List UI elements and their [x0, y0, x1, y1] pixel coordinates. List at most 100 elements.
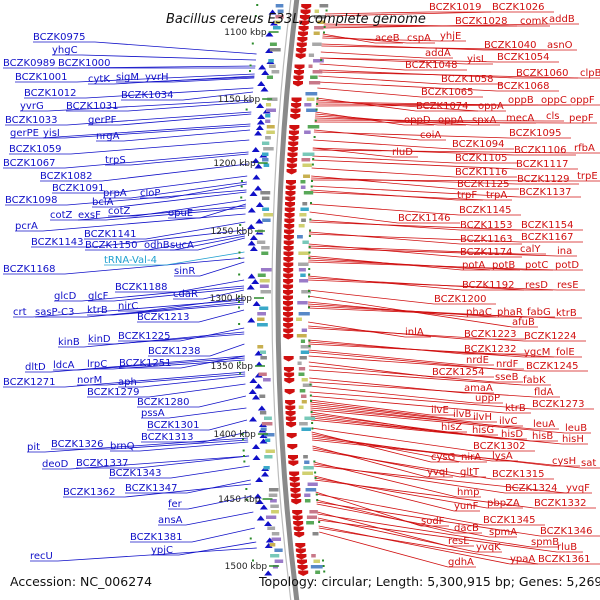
- leader-line: [308, 339, 465, 355]
- gene-label-cdar: cdaR: [173, 289, 198, 300]
- leader-line: [319, 531, 449, 568]
- genome-backbone-inner: [271, 0, 292, 600]
- tick-dot: [240, 185, 243, 188]
- feature-block: [300, 345, 311, 349]
- feature-block: [266, 125, 275, 129]
- leader-line: [309, 381, 535, 398]
- reverse-gene-arrow: [283, 306, 294, 312]
- feature-block: [268, 493, 278, 497]
- leader-line: [314, 119, 547, 122]
- gene-label-cotz: cotZ: [108, 206, 131, 217]
- leader-line: [64, 257, 245, 275]
- forward-gene-arrow: [254, 130, 263, 136]
- feature-block: [262, 158, 269, 162]
- gene-label-bczk1332: BCZK1332: [534, 498, 587, 509]
- gene-label-bczk1251: BCZK1251: [119, 358, 172, 369]
- feature-block: [298, 262, 309, 266]
- gene-label-trpf: trpF: [457, 190, 477, 201]
- feature-block: [304, 103, 312, 107]
- leader-line: [310, 409, 566, 434]
- gene-label-fole: folE: [556, 347, 575, 358]
- gene-label-bczk0975: BCZK0975: [33, 32, 86, 43]
- tick-dot: [311, 163, 314, 166]
- forward-gene-arrow: [265, 31, 274, 37]
- feature-block: [262, 218, 271, 222]
- reverse-gene-arrow: [297, 559, 308, 565]
- gene-label-bczk1000: BCZK1000: [58, 58, 111, 69]
- leader-line: [311, 427, 474, 452]
- leader-line: [208, 419, 248, 431]
- forward-gene-arrow: [253, 493, 262, 499]
- gene-label-bczk1315: BCZK1315: [492, 469, 545, 480]
- leader-line: [308, 349, 467, 366]
- feature-block: [271, 537, 282, 541]
- gene-label-hmp: hmp: [457, 487, 479, 498]
- leader-line: [41, 123, 251, 139]
- gene-label-lysa: lysA: [492, 451, 513, 462]
- leader-line: [117, 191, 247, 208]
- gene-label-bczk1028: BCZK1028: [455, 16, 508, 27]
- gene-label-resd: resD: [525, 280, 548, 291]
- forward-gene-arrow: [254, 185, 263, 191]
- forward-gene-arrow: [255, 218, 264, 224]
- feature-block: [298, 405, 304, 409]
- tick-dot: [314, 471, 317, 474]
- reverse-gene-arrow: [291, 103, 302, 109]
- forward-gene-arrow: [254, 350, 263, 356]
- leader-line: [148, 383, 246, 398]
- gene-label-bczk1054: BCZK1054: [497, 52, 550, 63]
- leader-line: [321, 43, 485, 51]
- reverse-gene-arrow: [291, 97, 302, 103]
- forward-gene-arrow: [261, 70, 270, 75]
- feature-block: [256, 323, 268, 327]
- gene-label-bczk1224: BCZK1224: [524, 331, 577, 342]
- forward-gene-arrow: [251, 279, 260, 284]
- feature-block: [304, 130, 311, 134]
- forward-gene-arrow: [261, 471, 270, 477]
- feature-block: [300, 185, 306, 189]
- gene-label-bczk1125: BCZK1125: [457, 179, 510, 190]
- leader-line: [313, 131, 510, 139]
- tick-dot: [310, 411, 313, 413]
- reverse-gene-arrow: [285, 400, 296, 406]
- feature-block: [260, 427, 267, 431]
- reverse-gene-arrow: [297, 565, 308, 571]
- tick-dot: [238, 251, 241, 254]
- reverse-gene-arrow: [287, 158, 298, 164]
- tick-dot: [316, 499, 319, 501]
- feature-block: [264, 416, 272, 420]
- leader-line: [311, 167, 456, 178]
- leader-line: [323, 23, 550, 29]
- reverse-gene-arrow: [294, 532, 305, 538]
- gene-label-comk: comK: [520, 16, 548, 27]
- feature-block: [274, 20, 280, 24]
- gene-label-leua: leuA: [533, 419, 555, 430]
- gene-label-hisb: hisB: [532, 431, 553, 442]
- gene-label-bczk1163: BCZK1163: [460, 234, 513, 245]
- feature-block: [265, 136, 271, 140]
- reverse-gene-arrow: [290, 493, 301, 499]
- gene-label-exsf: exsF: [78, 210, 101, 221]
- leader-line: [318, 75, 442, 85]
- feature-block: [300, 339, 306, 343]
- reverse-gene-arrow: [283, 356, 294, 362]
- feature-block: [299, 356, 307, 360]
- gene-label-rlud: rluD: [392, 147, 413, 158]
- forward-gene-arrow: [264, 521, 273, 526]
- feature-block: [298, 372, 305, 376]
- gene-label-bczk1137: BCZK1137: [519, 187, 572, 198]
- gene-label-spxa: spxA: [472, 115, 496, 126]
- feature-block: [261, 196, 270, 200]
- gene-label-leub: leuB: [565, 423, 587, 434]
- gene-label-fabg: fabG: [527, 307, 551, 318]
- forward-gene-arrow: [268, 9, 277, 15]
- gene-label-bczk1074: BCZK1074: [416, 101, 469, 112]
- leader-line: [308, 279, 558, 291]
- gene-label-bczk1343: BCZK1343: [109, 468, 162, 479]
- reverse-gene-arrow: [296, 554, 307, 560]
- tick-dot: [243, 455, 245, 457]
- feature-block: [260, 268, 272, 272]
- gene-label-gdha: gdhA: [448, 557, 474, 568]
- gene-label-potb: potB: [492, 260, 515, 271]
- reverse-gene-arrow: [285, 196, 296, 202]
